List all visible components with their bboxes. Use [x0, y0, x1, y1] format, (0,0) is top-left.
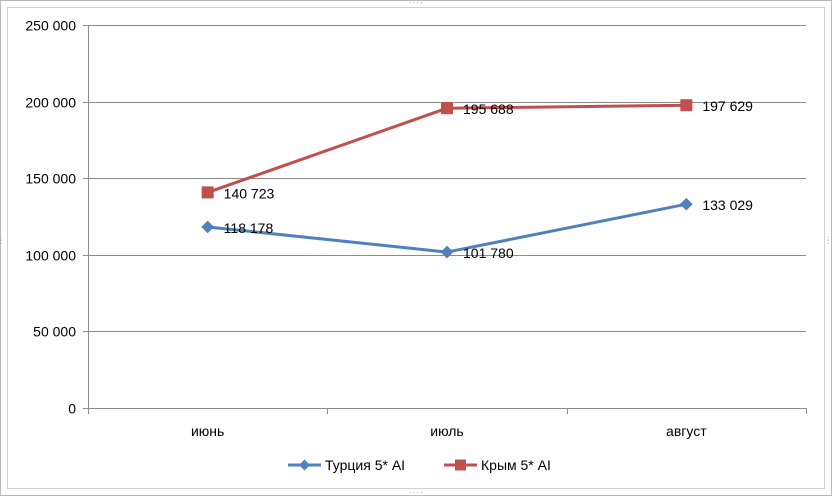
x-tick-label: июнь: [191, 423, 224, 439]
y-tick-label: 200 000: [25, 95, 76, 111]
legend-marker: [299, 459, 310, 471]
legend: Турция 5* AI Крым 5* AI: [288, 457, 551, 473]
data-label: 101 780: [463, 245, 514, 261]
series-group: 118 178 101 780 133 029 140 723 195 688 197 6…: [201, 98, 753, 261]
resize-handle-right[interactable]: ::: [827, 234, 831, 246]
data-label: 133 029: [702, 197, 753, 213]
resize-handle-bottom[interactable]: ····: [409, 488, 424, 497]
data-point-marker: [440, 245, 454, 259]
data-point-marker: [201, 186, 214, 199]
data-label: 197 629: [702, 98, 753, 114]
data-point-marker: [441, 102, 453, 115]
x-tick-label: август: [666, 423, 707, 439]
x-axis: июнь июль август: [88, 408, 807, 439]
legend-marker: [455, 459, 466, 471]
data-label: 118 178: [224, 220, 274, 236]
y-axis: 0 50 000 100 000 150 000 200 000 250 000: [25, 18, 89, 417]
gridlines: [88, 25, 806, 332]
data-point-marker: [679, 197, 693, 211]
data-label: 140 723: [224, 185, 275, 201]
resize-handle-top[interactable]: ····: [409, 0, 424, 7]
data-point-marker: [680, 99, 693, 112]
y-tick-label: 250 000: [25, 18, 76, 34]
y-tick-label: 150 000: [25, 171, 76, 187]
chart-area-border: [7, 7, 825, 489]
legend-label: Турция 5* AI: [325, 457, 405, 473]
x-tick-label: июль: [430, 423, 463, 439]
legend-label: Крым 5* AI: [481, 457, 551, 473]
series-line: [207, 202, 687, 254]
data-label: 195 688: [463, 101, 514, 117]
y-tick-label: 100 000: [25, 248, 76, 264]
y-tick-label: 0: [68, 401, 76, 417]
y-tick-label: 50 000: [33, 324, 76, 340]
data-point-marker: [201, 220, 215, 234]
series-line: [207, 103, 687, 194]
resize-handle-left[interactable]: ::: [0, 234, 4, 246]
